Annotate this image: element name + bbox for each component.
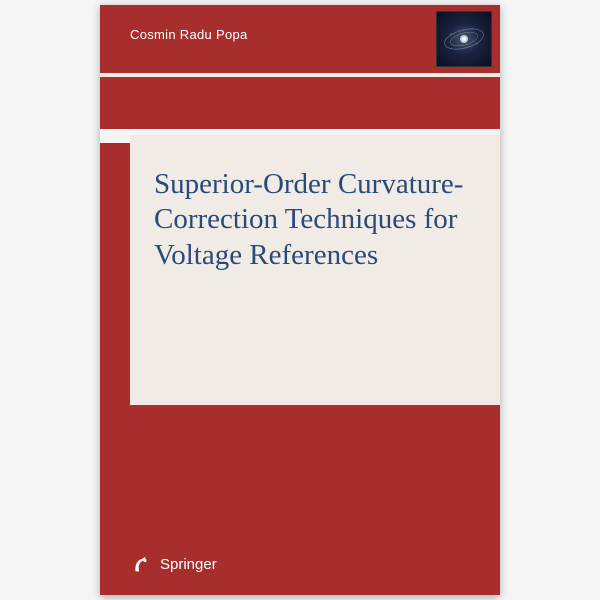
title-panel: Superior-Order Curvature-Correction Tech…: [130, 135, 500, 405]
top-band: Cosmin Radu Popa: [100, 5, 500, 73]
publisher-name: Springer: [160, 556, 217, 573]
series-logo: [436, 11, 492, 67]
publisher-block: Springer: [130, 553, 217, 575]
springer-horse-icon: [130, 553, 152, 575]
galaxy-icon: [439, 14, 489, 64]
author-name: Cosmin Radu Popa: [130, 27, 248, 42]
book-title: Superior-Order Curvature-Correction Tech…: [154, 167, 480, 273]
mid-band: [100, 77, 500, 129]
book-cover: Cosmin Radu Popa Superior-Order Curvatur…: [100, 5, 500, 595]
